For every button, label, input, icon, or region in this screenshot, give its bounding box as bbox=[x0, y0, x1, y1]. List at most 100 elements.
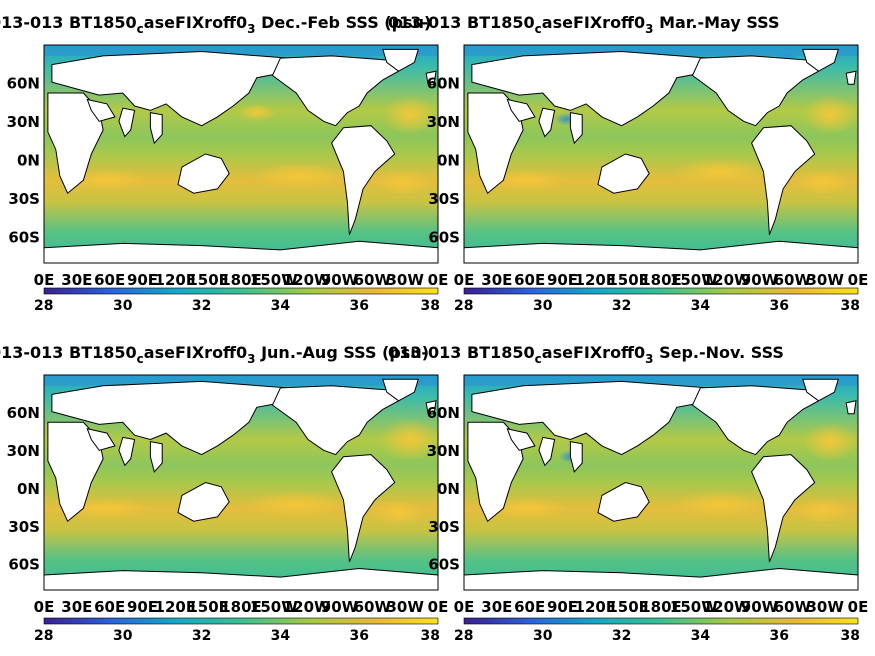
x-tick-label: 150W bbox=[670, 598, 718, 616]
x-tick-label: 120W bbox=[703, 598, 751, 616]
landmass-arabia bbox=[506, 98, 536, 122]
x-tick-label: 0E bbox=[848, 598, 869, 616]
arctic-fresh-band bbox=[464, 375, 858, 386]
high-salinity-region bbox=[672, 491, 768, 517]
landmass-arabia bbox=[86, 98, 116, 122]
colorbar-tick-label: 30 bbox=[533, 298, 553, 314]
x-tick-label: 90W bbox=[741, 271, 779, 289]
x-tick-label: 0E bbox=[34, 598, 55, 616]
x-tick-label: 30W bbox=[386, 271, 424, 289]
landmass-australia bbox=[177, 481, 230, 522]
high-salinity-region bbox=[487, 497, 567, 520]
colorbar bbox=[43, 287, 439, 295]
x-tick-label: 90E bbox=[127, 598, 158, 616]
colorbar-tick-label: 28 bbox=[34, 628, 53, 644]
colorbar-tick-label: 38 bbox=[421, 628, 440, 644]
x-tick-label: 180E bbox=[640, 598, 682, 616]
x-tick-label: 0E bbox=[848, 271, 869, 289]
high-salinity-region bbox=[802, 95, 858, 135]
landmass-uk bbox=[425, 400, 437, 415]
colorbar-tick-label: 34 bbox=[691, 298, 711, 314]
colorbar-tick-label: 30 bbox=[113, 298, 133, 314]
x-tick-label: 60W bbox=[354, 598, 392, 616]
y-tick-label: 60S bbox=[8, 556, 40, 574]
x-tick-label: 150E bbox=[187, 271, 229, 289]
landmass-samerica bbox=[751, 125, 816, 235]
high-salinity-region bbox=[237, 103, 277, 122]
colorbar-tick-label: 36 bbox=[349, 298, 368, 314]
x-tick-label: 60W bbox=[354, 271, 392, 289]
x-tick-label: 60E bbox=[514, 598, 545, 616]
x-tick-label: 120E bbox=[155, 598, 197, 616]
landmass-samerica bbox=[331, 125, 396, 235]
colorbar-tick-label: 32 bbox=[192, 628, 211, 644]
high-salinity-region bbox=[378, 418, 442, 461]
map-frame bbox=[463, 374, 859, 591]
x-tick-label: 90W bbox=[321, 598, 359, 616]
high-salinity-region bbox=[802, 422, 858, 461]
panel-title: 013-013 BT1850caseFIXroff03 Dec.-Feb SSS… bbox=[0, 13, 431, 36]
colorbar-tick-label: 30 bbox=[533, 628, 553, 644]
colorbar-tick-label: 36 bbox=[349, 628, 368, 644]
landmass-india bbox=[118, 107, 136, 138]
arctic-fresh-band bbox=[44, 45, 438, 56]
landmass-india bbox=[118, 436, 136, 467]
landmass-australia bbox=[597, 153, 650, 194]
x-tick-label: 90W bbox=[321, 271, 359, 289]
colorbar-tick-label: 38 bbox=[841, 298, 860, 314]
landmass-uk bbox=[425, 70, 437, 85]
high-salinity-region bbox=[382, 95, 439, 135]
x-tick-label: 120E bbox=[155, 271, 197, 289]
arctic-fresh-band bbox=[464, 45, 858, 56]
colorbar-tick-label: 34 bbox=[691, 628, 711, 644]
high-salinity-region bbox=[244, 491, 348, 517]
x-tick-label: 120W bbox=[283, 598, 331, 616]
x-tick-label: 0E bbox=[428, 598, 449, 616]
x-tick-label: 150E bbox=[187, 598, 229, 616]
x-tick-label: 30W bbox=[386, 598, 424, 616]
x-tick-label: 90E bbox=[547, 271, 578, 289]
x-tick-label: 150W bbox=[250, 598, 298, 616]
y-tick-label: 60S bbox=[428, 228, 460, 246]
panel-2: 013-013 BT1850caseFIXroff03 Mar.-May SSS… bbox=[388, 13, 868, 314]
y-tick-label: 30N bbox=[7, 113, 40, 131]
x-tick-label: 120E bbox=[575, 598, 617, 616]
x-tick-label: 30E bbox=[61, 271, 92, 289]
panel-title: 013-013 BT1850caseFIXroff03 Sep.-Nov. SS… bbox=[388, 343, 784, 366]
x-tick-label: 150W bbox=[670, 271, 718, 289]
arctic-fresh-band bbox=[44, 375, 438, 386]
colorbar-tick-label: 38 bbox=[841, 628, 860, 644]
x-tick-label: 90E bbox=[547, 598, 578, 616]
x-tick-label: 30E bbox=[481, 598, 512, 616]
colorbar-tick-label: 28 bbox=[454, 298, 473, 314]
high-salinity-region bbox=[794, 497, 851, 524]
y-tick-label: 30S bbox=[8, 190, 40, 208]
x-tick-label: 30W bbox=[806, 271, 844, 289]
landmass-seasia bbox=[149, 440, 163, 473]
colorbar-tick-label: 34 bbox=[271, 628, 291, 644]
landmass-uk bbox=[845, 400, 857, 415]
colorbar-tick-label: 28 bbox=[34, 298, 53, 314]
y-tick-label: 60N bbox=[427, 74, 460, 92]
landmass-arabia bbox=[506, 428, 536, 451]
panel-3: 013-013 BT1850caseFIXroff03 Jun.-Aug SSS… bbox=[0, 343, 448, 644]
y-tick-label: 30N bbox=[7, 442, 40, 460]
landmass-greenland bbox=[802, 48, 839, 72]
high-salinity-region bbox=[487, 169, 567, 192]
landmass-arabia bbox=[86, 428, 116, 451]
map-frame bbox=[43, 374, 439, 591]
y-tick-label: 0N bbox=[437, 151, 460, 169]
y-tick-label: 30N bbox=[427, 442, 460, 460]
y-tick-label: 60N bbox=[7, 74, 40, 92]
x-tick-label: 30W bbox=[806, 598, 844, 616]
colorbar bbox=[43, 617, 439, 625]
x-tick-label: 0E bbox=[428, 271, 449, 289]
x-tick-label: 120E bbox=[575, 271, 617, 289]
landmass-samerica bbox=[331, 454, 396, 563]
high-salinity-region bbox=[794, 169, 851, 196]
landmass-greenland bbox=[382, 378, 419, 402]
landmass-samerica bbox=[751, 454, 816, 563]
map-frame bbox=[463, 44, 859, 264]
landmass-india bbox=[538, 107, 556, 138]
